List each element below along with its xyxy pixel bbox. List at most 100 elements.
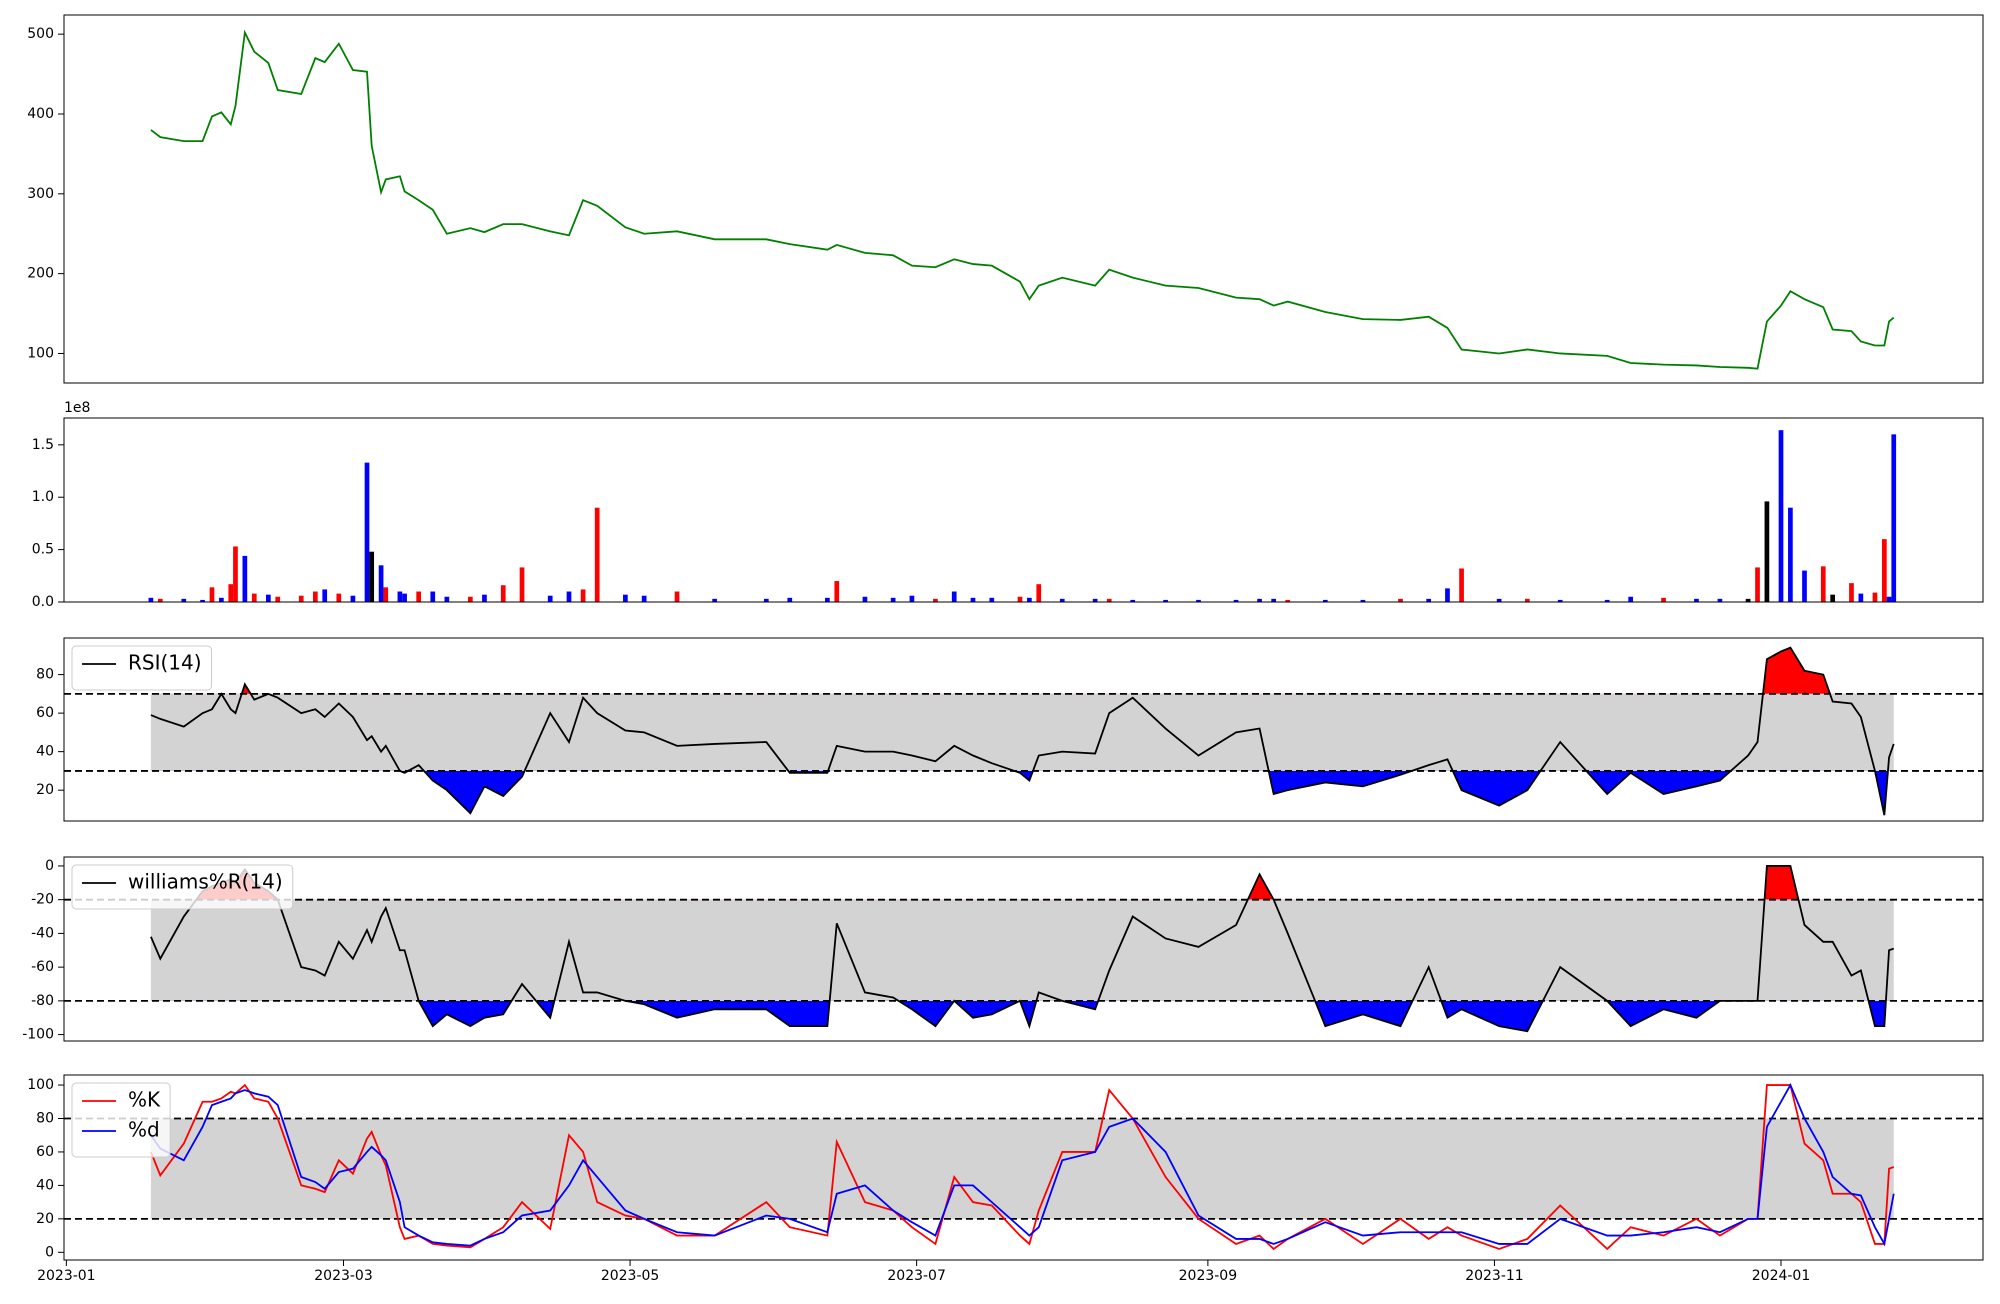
x-tick-label: 2023-07 <box>887 1268 946 1284</box>
volume-bar <box>1271 598 1276 602</box>
volume-bar <box>1745 598 1751 602</box>
volume-bar <box>209 587 215 602</box>
volume-bar <box>1849 583 1854 602</box>
plot-area <box>64 646 1983 816</box>
y-tick-label: -40 <box>31 925 54 941</box>
volume-bar <box>251 593 257 602</box>
volume-bar <box>1891 434 1897 602</box>
volume-bar <box>1882 539 1887 602</box>
plot-area <box>148 430 1897 602</box>
y-tick-label: 0 <box>45 1244 54 1260</box>
volume-bar <box>1604 599 1610 602</box>
legend: williams%R(14) <box>71 864 294 910</box>
indicator-line <box>150 1083 1895 1251</box>
volume-bar <box>364 462 370 602</box>
legend-box <box>71 645 213 691</box>
volume-bar <box>350 595 356 602</box>
volume-bar <box>1106 598 1112 602</box>
price-line <box>150 29 1895 370</box>
volume-bar <box>909 595 915 602</box>
y-tick-label: 0.5 <box>32 542 54 558</box>
volume-bar <box>519 567 525 602</box>
volume-bar <box>1524 598 1530 602</box>
y-tick-label: 20 <box>36 1211 54 1227</box>
x-tick-label: 2024-01 <box>1752 1268 1811 1284</box>
legend: RSI(14) <box>71 645 213 691</box>
volume-bar <box>275 596 281 602</box>
volume-bar <box>1285 599 1291 602</box>
volume-bar <box>1802 570 1807 602</box>
volume-bar <box>1233 599 1239 602</box>
volume-bar <box>862 596 868 602</box>
y-tick-label: 80 <box>36 667 54 683</box>
volume-bar <box>468 596 473 602</box>
volume-bar <box>566 591 572 602</box>
panel: 20 40 60 80 RSI(14) <box>36 637 1984 822</box>
plot-area <box>64 1082 1983 1251</box>
volume-bar <box>933 598 938 602</box>
neutral-band <box>150 693 1894 771</box>
volume-bar <box>1661 597 1666 602</box>
panel: 0.0 0.5 1.0 1.5 1e8 <box>32 400 1984 610</box>
volume-bar <box>1398 598 1403 602</box>
x-tick-label: 2023-03 <box>314 1268 373 1284</box>
legend-label: %d <box>128 1118 160 1142</box>
volume-bar <box>383 587 389 602</box>
legend: %K %d <box>71 1082 171 1158</box>
volume-bar <box>266 594 271 602</box>
volume-bar <box>482 594 487 602</box>
volume-bar <box>1886 596 1892 602</box>
volume-bar <box>594 507 600 602</box>
y-tick-label: 60 <box>36 1144 54 1160</box>
volume-bar <box>1628 596 1634 602</box>
volume-bar <box>233 546 238 602</box>
volume-bar <box>763 598 769 602</box>
offset-text: 1e8 <box>64 400 90 416</box>
volume-bar <box>336 593 342 602</box>
volume-bar <box>148 597 154 602</box>
volume-bar <box>641 595 647 602</box>
indicator-line <box>150 646 1895 816</box>
legend-label: RSI(14) <box>128 651 202 675</box>
y-tick-label: -60 <box>31 959 54 975</box>
volume-bar <box>1496 598 1502 602</box>
volume-bar <box>1059 598 1065 602</box>
axes-frame <box>63 417 1984 603</box>
volume-bar <box>1557 599 1563 602</box>
volume-bar <box>369 551 375 602</box>
volume-bar <box>1322 599 1328 602</box>
volume-bar <box>1755 567 1760 602</box>
volume-bar <box>1130 599 1136 602</box>
volume-bar <box>1764 501 1770 602</box>
volume-bar <box>787 597 793 602</box>
y-tick-label: 20 <box>36 782 54 798</box>
volume-bar <box>890 597 896 602</box>
plot-area <box>64 865 1983 1033</box>
neutral-band <box>150 1118 1894 1219</box>
volume-bar <box>1445 588 1450 602</box>
volume-bar <box>1360 599 1366 602</box>
y-tick-label: 500 <box>27 26 54 42</box>
volume-bar <box>219 597 224 602</box>
legend-label: williams%R(14) <box>128 870 283 894</box>
volume-bar <box>397 591 403 602</box>
volume-bar <box>1694 598 1699 602</box>
volume-bar <box>416 591 422 602</box>
volume-bar <box>1788 507 1793 602</box>
volume-bar <box>444 596 450 602</box>
volume-bar <box>1163 599 1168 602</box>
y-tick-label: 100 <box>27 1077 54 1093</box>
y-tick-label: 0.0 <box>32 594 54 610</box>
volume-bar <box>1820 566 1826 602</box>
volume-bar <box>1426 598 1432 602</box>
volume-bar <box>402 593 407 602</box>
volume-bar <box>674 591 680 602</box>
y-tick-label: 40 <box>36 744 54 760</box>
volume-bar <box>1778 430 1784 602</box>
volume-bar <box>322 589 328 602</box>
volume-bar <box>970 597 976 602</box>
volume-bar <box>312 591 318 602</box>
volume-bar <box>580 589 586 602</box>
